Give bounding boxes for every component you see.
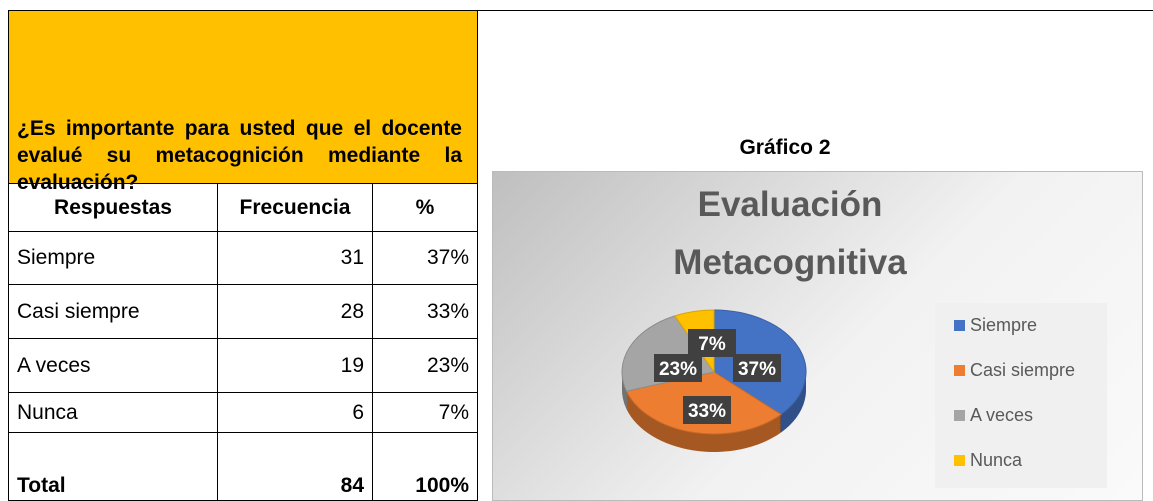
table-cell: 6 [218, 393, 373, 433]
chart-title: Evaluación Metacognitiva [673, 185, 907, 282]
table-cell: 37% [373, 232, 478, 285]
table-cell: % [373, 184, 478, 232]
caption: Gráfico 2 [739, 136, 831, 159]
question: ¿Es importante para usted que el docente… [17, 117, 462, 194]
legend-swatch [954, 455, 965, 466]
label-box [683, 396, 731, 424]
table-cell: 7% [373, 393, 478, 433]
table-cell: Siempre [8, 232, 218, 285]
table-cell: 31 [218, 232, 373, 285]
table-cell: 33% [373, 285, 478, 339]
label-box [654, 354, 702, 382]
legend-label: A veces [970, 405, 1033, 425]
data-label: 37% [738, 359, 776, 380]
data-label: 23% [659, 359, 697, 380]
legend-swatch [954, 410, 965, 421]
label-box [733, 354, 781, 382]
question-box: ¿Es importante para usted que el docente… [8, 10, 478, 194]
table-cell: Respuestas [8, 184, 218, 232]
data-label: 33% [688, 401, 726, 422]
data-label: 7% [698, 334, 726, 355]
legend-label: Nunca [970, 450, 1023, 470]
label-box [688, 329, 736, 357]
legend-label: Siempre [970, 315, 1037, 335]
legend-label: Casi siempre [970, 360, 1075, 380]
right-border [477, 10, 1153, 501]
table-cell: Casi siempre [8, 285, 218, 339]
table-cell: A veces [8, 339, 218, 393]
legend-swatch [954, 365, 965, 376]
table-cell: Frecuencia [218, 184, 373, 232]
table-cell: 28 [218, 285, 373, 339]
table-cell: Nunca [8, 393, 218, 433]
table-cell: 19 [218, 339, 373, 393]
table-cell: 23% [373, 339, 478, 393]
legend-swatch [954, 320, 965, 331]
